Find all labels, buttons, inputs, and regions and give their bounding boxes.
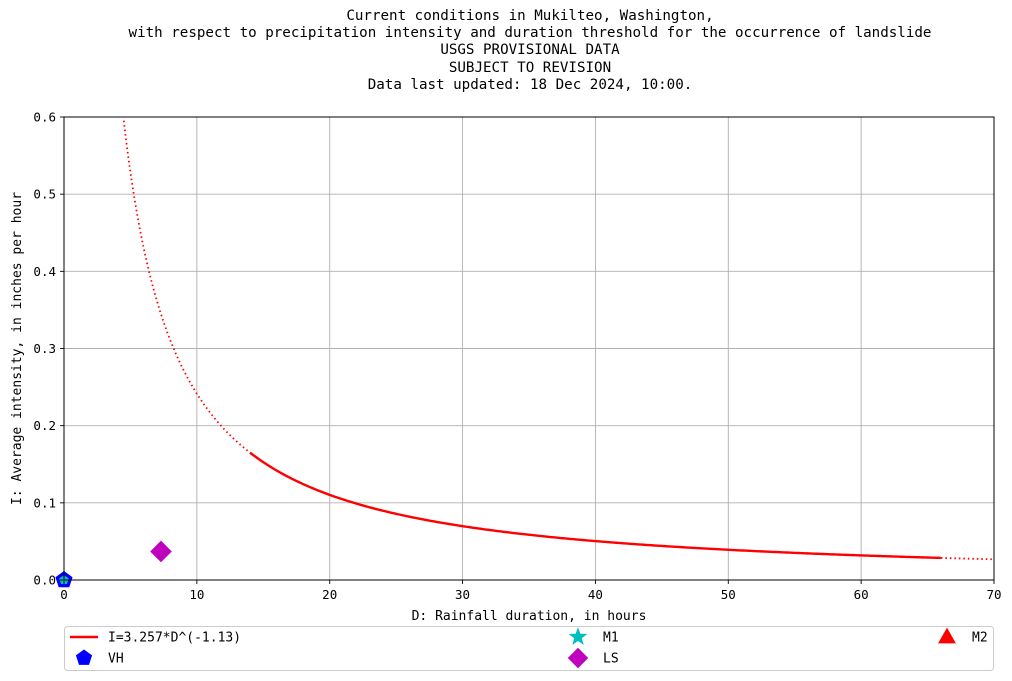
- y-tick-label: 0.3: [33, 341, 56, 356]
- grid-lines: [63, 116, 995, 581]
- y-tick-label: 0.5: [33, 187, 56, 202]
- threshold-curve: [122, 120, 994, 561]
- legend-label: I=3.257*D^(-1.13): [108, 631, 241, 646]
- legend: I=3.257*D^(-1.13) M1 M2 VH LS: [64, 626, 994, 671]
- y-tick-label: 0.6: [33, 110, 56, 125]
- legend-label: M2: [972, 631, 988, 646]
- y-tick-label: 0.0: [33, 573, 56, 588]
- legend-label: LS: [603, 652, 619, 667]
- legend-label: M1: [603, 631, 619, 646]
- y-tick-label: 0.1: [33, 495, 56, 510]
- axis-ticks: 0 10 20 30 40 50 60 70 0.0 0.1 0.2 0.3 0.4 0.5 0.6: [33, 110, 1001, 603]
- legend-box: [64, 626, 994, 671]
- y-tick-label: 0.4: [33, 264, 56, 279]
- x-axis-label: D: Rainfall duration, in hours: [412, 609, 647, 624]
- title-line-5: Data last updated: 18 Dec 2024, 10:00.: [367, 76, 693, 93]
- threshold-curve-solid: [249, 451, 941, 560]
- title-line-2: with respect to precipitation intensity …: [128, 25, 932, 42]
- legend-pentagon-icon: [75, 649, 93, 665]
- legend-triangle-icon: [938, 627, 956, 644]
- point-ls: [150, 540, 172, 563]
- threshold-curve-dotted-right: [940, 557, 994, 561]
- x-tick-label: 10: [189, 587, 204, 602]
- x-tick-label: 60: [854, 587, 869, 602]
- y-axis-label: I: Average intensity, in inches per hour: [10, 192, 25, 505]
- x-tick-label: 50: [721, 587, 736, 602]
- x-tick-label: 40: [588, 587, 603, 602]
- chart-title: Current conditions in Mukilteo, Washingt…: [0, 8, 1012, 94]
- title-line-4: SUBJECT TO REVISION: [448, 59, 612, 76]
- x-tick-label: 0: [60, 587, 68, 602]
- x-tick-label: 20: [322, 587, 337, 602]
- legend-label: VH: [108, 652, 124, 667]
- x-tick-label: 30: [455, 587, 470, 602]
- x-tick-label: 70: [986, 587, 1001, 602]
- legend-star-icon: [568, 627, 588, 645]
- y-tick-label: 0.2: [33, 418, 56, 433]
- threshold-curve-dotted-left: [122, 120, 251, 454]
- title-line-3: USGS PROVISIONAL DATA: [440, 42, 620, 59]
- legend-diamond-icon: [567, 647, 589, 669]
- title-line-1: Current conditions in Mukilteo, Washingt…: [346, 8, 714, 24]
